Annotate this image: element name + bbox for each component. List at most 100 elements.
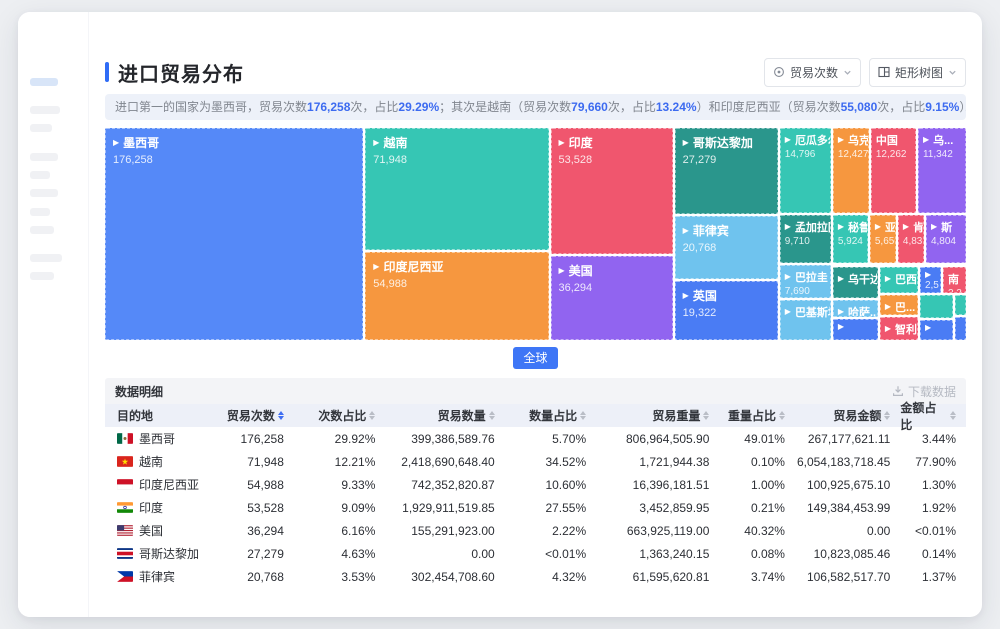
table-row-哥斯达黎加[interactable]: 哥斯达黎加 27,279 4.63% 0.00 <0.01% 1,363,240.15 0.… — [105, 542, 966, 565]
treemap-cell-菲律宾[interactable]: ▶ 菲律宾 20,768 — [674, 216, 778, 279]
treemap-cell-南[interactable]: 南 2,2 — [942, 267, 966, 293]
sidebar-item-5[interactable] — [30, 171, 50, 179]
column-header-贸易数量[interactable]: 贸易数量 — [385, 407, 504, 424]
treemap-cell-巴基斯坦[interactable]: ▶巴基斯坦 — [779, 300, 831, 340]
treemap-icon — [878, 66, 890, 78]
table-row-印度尼西亚[interactable]: 印度尼西亚 54,988 9.33% 742,352,820.87 10.60% 16,3… — [105, 473, 966, 496]
column-label: 贸易重量 — [652, 409, 701, 423]
treemap-cell-name: 斯 — [941, 222, 953, 234]
sidebar-item-3[interactable] — [30, 124, 52, 132]
table-row-印度[interactable]: 印度 53,528 9.09% 1,929,911,519.85 27.55% 3,452… — [105, 496, 966, 519]
treemap-cell-乌干达[interactable]: ▶ 乌干达 — [832, 267, 878, 298]
value-cell: 40.32% — [744, 523, 785, 538]
value-cell: 4.63% — [341, 546, 376, 561]
column-header-次数占比[interactable]: 次数占比 — [294, 407, 385, 424]
value-cell: 663,925,119.00 — [626, 523, 710, 538]
treemap-cell-巴西[interactable]: ▶ 巴西 — [879, 267, 918, 293]
treemap-cell-value: 12,427 — [837, 149, 869, 160]
treemap-cell-斯[interactable]: ▶ 斯 4,804 — [925, 215, 966, 263]
value-cell: 9.33% — [341, 477, 376, 492]
column-header-数量占比[interactable]: 数量占比 — [505, 407, 596, 424]
sidebar-item-1[interactable] — [30, 78, 58, 86]
value-cell: 0.14% — [921, 546, 956, 561]
summary-highlight: 9.15% — [925, 100, 960, 114]
sort-icon[interactable] — [778, 411, 785, 420]
treemap-cell[interactable] — [954, 295, 966, 315]
view-type-select[interactable]: 矩形树图 — [868, 57, 966, 87]
treemap-cell-英国[interactable]: ▶ 英国 19,322 — [674, 281, 778, 340]
treemap-cell[interactable] — [954, 317, 966, 340]
sort-icon[interactable] — [950, 411, 956, 420]
download-data-button[interactable]: 下载数据 — [892, 383, 956, 400]
column-header-贸易重量[interactable]: 贸易重量 — [596, 407, 719, 424]
treemap-cell-乌克兰[interactable]: ▶ 乌克兰 12,427 — [832, 128, 869, 213]
sidebar-item-10[interactable] — [30, 272, 54, 280]
value-cell: 1,929,911,519.85 — [402, 500, 495, 515]
column-header-金额占比[interactable]: 金额占比 — [900, 399, 966, 433]
sidebar-item-7[interactable] — [30, 208, 50, 216]
treemap-cell-乌...[interactable]: ▶ 乌... 11,342 — [917, 128, 966, 213]
treemap-cell[interactable]: ▶ 2,5 — [919, 267, 941, 293]
flag-icon-ph — [117, 571, 133, 582]
sort-icon[interactable] — [488, 411, 495, 420]
treemap-cell[interactable]: ▶ — [832, 319, 878, 340]
sort-icon[interactable] — [369, 411, 376, 420]
sidebar-item-6[interactable] — [30, 189, 58, 197]
metric-select[interactable]: 贸易次数 — [763, 57, 861, 87]
treemap-cell-智利[interactable]: ▶ 智利 — [879, 317, 918, 340]
treemap-cell-亚[interactable]: ▶亚5,650 — [869, 215, 896, 263]
treemap-cell-label: ▶厄瓜多尔 — [785, 132, 830, 148]
treemap-cell-厄瓜多尔[interactable]: ▶厄瓜多尔14,796 — [779, 128, 831, 213]
treemap-cell-name: 印度尼西亚 — [383, 260, 444, 274]
treemap-cell-value: 27,279 — [682, 154, 717, 166]
sidebar-item-8[interactable] — [30, 226, 54, 234]
column-label: 目的地 — [117, 409, 154, 423]
table-row-墨西哥[interactable]: 墨西哥 176,258 29.92% 399,386,589.76 5.70% 806,9… — [105, 427, 966, 450]
treemap-root-button[interactable]: 全球 — [513, 347, 558, 369]
treemap-cell-美国[interactable]: ▶ 美国 36,294 — [550, 256, 673, 340]
treemap-cell-哈萨...[interactable]: ▶ 哈萨... — [832, 300, 878, 317]
treemap-cell-巴...[interactable]: ▶ 巴... — [879, 295, 918, 315]
treemap-cell[interactable]: ▶ — [919, 320, 953, 340]
treemap-cell-秘鲁[interactable]: ▶ 秘鲁 5,924 — [832, 215, 868, 263]
column-header-贸易金额[interactable]: 贸易金额 — [795, 407, 900, 424]
treemap-cell-印度尼西亚[interactable]: ▶ 印度尼西亚 54,988 — [365, 252, 549, 340]
treemap-cell-巴拉圭[interactable]: ▶ 巴拉圭 7,690 — [779, 265, 831, 298]
treemap-cell-value: 4,836 — [902, 236, 923, 247]
treemap-cell-name: 厄瓜多尔 — [794, 135, 830, 147]
table-row-菲律宾[interactable]: 菲律宾 20,768 3.53% 302,454,708.60 4.32% 61,595,… — [105, 565, 966, 588]
drilldown-arrow-icon: ▶ — [902, 222, 910, 231]
value-cell: 0.08% — [750, 546, 785, 561]
table-row-美国[interactable]: 美国 36,294 6.16% 155,291,923.00 2.22% 663,925,… — [105, 519, 966, 542]
table-row-越南[interactable]: 越南 71,948 12.21% 2,418,690,648.40 34.52% 1,72… — [105, 450, 966, 473]
treemap-cell-哥斯达黎加[interactable]: ▶ 哥斯达黎加 27,279 — [674, 128, 778, 214]
value-cell: 0.00 — [471, 546, 495, 561]
drilldown-arrow-icon: ▶ — [837, 135, 844, 144]
treemap-cell-肯[interactable]: ▶肯4,836 — [897, 215, 924, 263]
sidebar — [18, 12, 88, 617]
sidebar-item-4[interactable] — [30, 153, 58, 161]
treemap-cell-墨西哥[interactable]: ▶ 墨西哥 176,258 — [105, 128, 364, 340]
summary-banner: 进口第一的国家为墨西哥，贸易次数176,258次，占比29.29%；其次是越南（… — [105, 94, 966, 120]
treemap-cell-label: ▶ 巴西 — [884, 271, 917, 287]
treemap-cell-label: ▶ 印度 — [559, 134, 665, 151]
sort-icon[interactable] — [703, 411, 710, 420]
value-cell: 77.90% — [915, 454, 956, 469]
treemap-cell-label: ▶巴基斯坦 — [785, 304, 830, 320]
treemap-cell-孟加拉国[interactable]: ▶孟加拉国9,710 — [779, 215, 831, 263]
sort-icon[interactable] — [580, 411, 587, 420]
column-header-贸易次数[interactable]: 贸易次数 — [222, 407, 294, 424]
treemap-cell-value: 20,768 — [682, 242, 717, 254]
treemap-cell-越南[interactable]: ▶ 越南 71,948 — [365, 128, 549, 250]
treemap-cell-label: ▶ — [925, 271, 936, 279]
treemap-cell[interactable] — [919, 295, 953, 318]
treemap-cell-中国[interactable]: 中国 12,262 — [870, 128, 916, 213]
sort-icon-active[interactable] — [277, 411, 284, 420]
treemap-cell-印度[interactable]: ▶ 印度 53,528 — [550, 128, 673, 254]
drilldown-arrow-icon: ▶ — [884, 274, 892, 283]
sort-icon[interactable] — [884, 411, 891, 420]
treemap-cell-name: 智利 — [895, 324, 918, 336]
sidebar-item-9[interactable] — [30, 254, 62, 262]
column-header-重量占比[interactable]: 重量占比 — [719, 407, 795, 424]
sidebar-item-2[interactable] — [30, 106, 60, 114]
